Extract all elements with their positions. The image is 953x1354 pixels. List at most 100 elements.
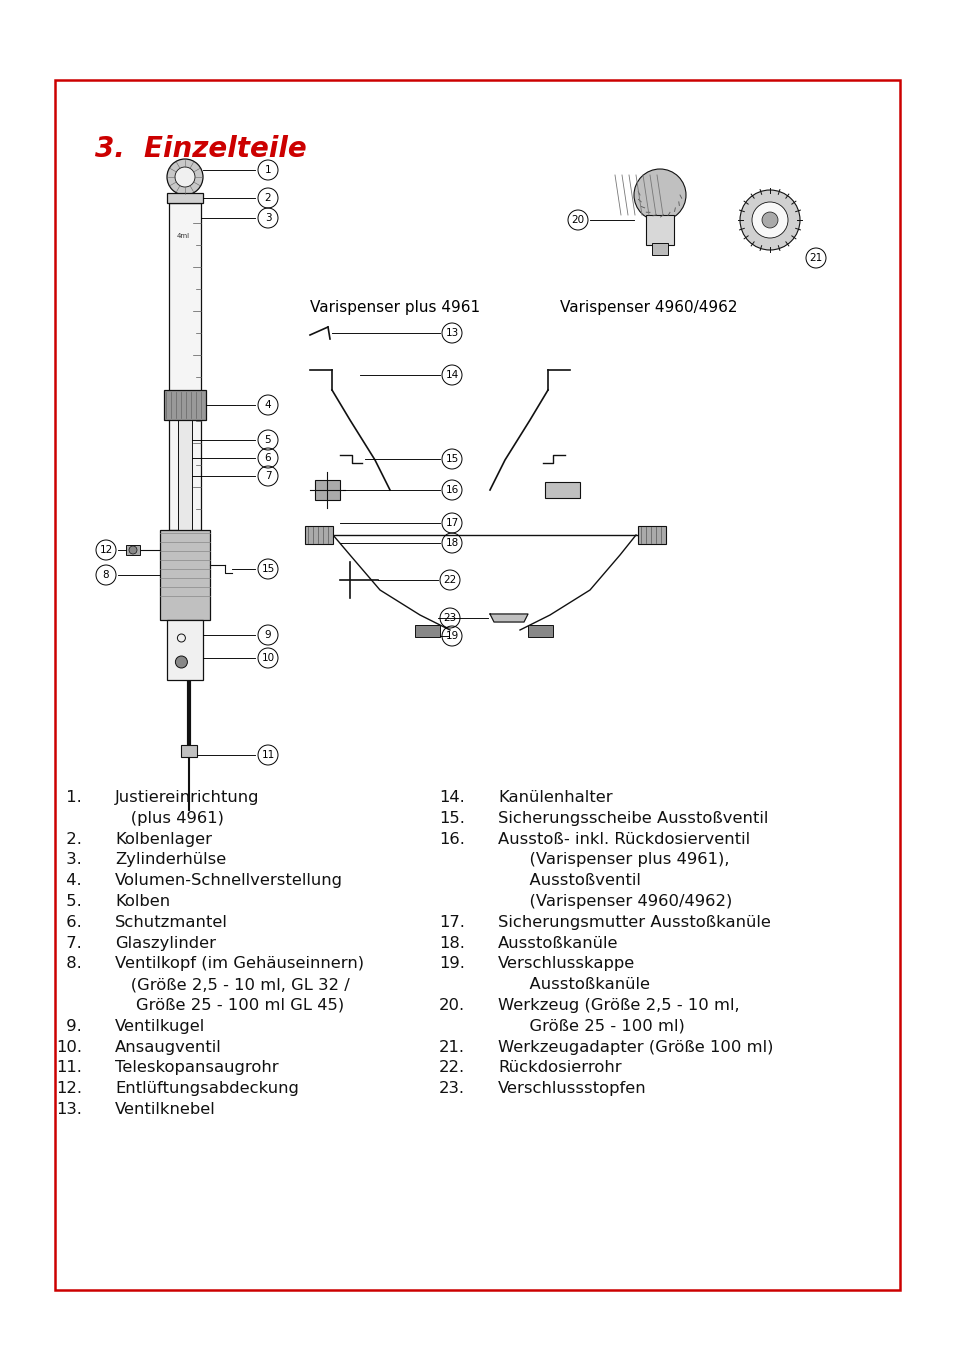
Text: 4: 4 (264, 399, 271, 410)
Text: Sicherungsmutter Ausstoßkanüle: Sicherungsmutter Ausstoßkanüle (497, 915, 770, 930)
Text: Varispenser plus 4961: Varispenser plus 4961 (310, 301, 479, 315)
Text: (Varispenser plus 4961),: (Varispenser plus 4961), (497, 853, 729, 868)
Text: 15: 15 (261, 565, 274, 574)
Text: Entlüftungsabdeckung: Entlüftungsabdeckung (115, 1082, 298, 1097)
Bar (415, 626, 439, 636)
Text: 3: 3 (264, 213, 271, 223)
Text: 13: 13 (445, 328, 458, 338)
Text: 7.: 7. (61, 936, 82, 951)
Text: 14.: 14. (438, 789, 464, 806)
Text: Teleskopansaugrohr: Teleskopansaugrohr (115, 1060, 278, 1075)
Text: 7: 7 (264, 471, 271, 481)
Bar (638, 525, 665, 544)
Text: Verschlussstopfen: Verschlussstopfen (497, 1082, 646, 1097)
Text: 9: 9 (264, 630, 271, 640)
Text: 11.: 11. (56, 1060, 82, 1075)
Text: 10: 10 (261, 653, 274, 663)
Text: (plus 4961): (plus 4961) (115, 811, 224, 826)
Circle shape (740, 190, 800, 250)
Text: 20: 20 (571, 215, 584, 225)
Text: 13.: 13. (56, 1102, 82, 1117)
Text: Ventilkugel: Ventilkugel (115, 1018, 205, 1034)
Text: 6: 6 (264, 454, 271, 463)
Text: 19.: 19. (438, 956, 464, 971)
Text: 1.: 1. (61, 789, 82, 806)
Bar (305, 525, 333, 544)
Text: 16: 16 (445, 485, 458, 496)
Bar (645, 215, 673, 245)
Text: 1: 1 (264, 165, 271, 175)
Text: 18: 18 (445, 538, 458, 548)
Text: 4.: 4. (61, 873, 82, 888)
Polygon shape (490, 613, 527, 621)
Text: 6.: 6. (61, 915, 82, 930)
Text: Schutzmantel: Schutzmantel (115, 915, 228, 930)
Circle shape (175, 655, 187, 668)
Circle shape (129, 546, 137, 554)
Text: 4ml: 4ml (176, 233, 190, 240)
Text: Varispenser 4960/4962: Varispenser 4960/4962 (559, 301, 737, 315)
Text: 11: 11 (261, 750, 274, 760)
Circle shape (167, 158, 203, 195)
Text: Größe 25 - 100 ml): Größe 25 - 100 ml) (497, 1018, 684, 1034)
Text: 12: 12 (99, 546, 112, 555)
Text: Ausstoß- inkl. Rückdosierventil: Ausstoß- inkl. Rückdosierventil (497, 831, 749, 846)
Text: 21.: 21. (438, 1040, 464, 1055)
Text: Justiereinrichtung: Justiereinrichtung (115, 789, 259, 806)
Circle shape (634, 169, 685, 221)
Bar (178, 420, 192, 529)
Text: 12.: 12. (56, 1082, 82, 1097)
Text: 14: 14 (445, 370, 458, 380)
Text: 3.: 3. (61, 853, 82, 868)
Text: 2.: 2. (61, 831, 82, 846)
Text: 5.: 5. (61, 894, 82, 909)
Bar (126, 546, 140, 555)
Bar (167, 620, 203, 680)
Bar (169, 203, 201, 529)
Text: Sicherungsscheibe Ausstoßventil: Sicherungsscheibe Ausstoßventil (497, 811, 767, 826)
Text: 16.: 16. (438, 831, 464, 846)
Bar (164, 390, 206, 420)
Text: Werkzeugadapter (Größe 100 ml): Werkzeugadapter (Größe 100 ml) (497, 1040, 773, 1055)
Bar (55, 80, 899, 1290)
Circle shape (751, 202, 787, 238)
Text: Volumen-Schnellverstellung: Volumen-Schnellverstellung (115, 873, 343, 888)
Text: Werkzeug (Größe 2,5 - 10 ml,: Werkzeug (Größe 2,5 - 10 ml, (497, 998, 739, 1013)
Circle shape (761, 213, 778, 227)
Text: Verschlusskappe: Verschlusskappe (497, 956, 635, 971)
Text: 15.: 15. (438, 811, 464, 826)
Text: Ausstoßkanüle: Ausstoßkanüle (497, 978, 649, 992)
Text: 9.: 9. (61, 1018, 82, 1034)
Text: 2: 2 (264, 194, 271, 203)
Bar (181, 745, 196, 757)
Text: Kolbenlager: Kolbenlager (115, 831, 212, 846)
Text: Ausstoßventil: Ausstoßventil (497, 873, 640, 888)
Text: 15: 15 (445, 454, 458, 464)
Text: 22: 22 (443, 575, 456, 585)
Text: Rückdosierrohr: Rückdosierrohr (497, 1060, 621, 1075)
Text: Ventilknebel: Ventilknebel (115, 1102, 215, 1117)
Text: 5: 5 (264, 435, 271, 445)
Text: Ausstoßkanüle: Ausstoßkanüle (497, 936, 618, 951)
Circle shape (174, 167, 194, 187)
Text: 20.: 20. (438, 998, 464, 1013)
Text: 8.: 8. (61, 956, 82, 971)
Text: 22.: 22. (438, 1060, 464, 1075)
Text: Glaszylinder: Glaszylinder (115, 936, 215, 951)
Text: Ventilkopf (im Gehäuseinnern): Ventilkopf (im Gehäuseinnern) (115, 956, 364, 971)
Text: Zylinderhülse: Zylinderhülse (115, 853, 226, 868)
Bar (167, 194, 203, 203)
Text: 21: 21 (808, 253, 821, 263)
Text: 23: 23 (443, 613, 456, 623)
Text: (Varispenser 4960/4962): (Varispenser 4960/4962) (497, 894, 732, 909)
Text: 17.: 17. (438, 915, 464, 930)
Text: 17: 17 (445, 519, 458, 528)
Text: 23.: 23. (438, 1082, 464, 1097)
Text: Kanülenhalter: Kanülenhalter (497, 789, 612, 806)
Text: Ansaugventil: Ansaugventil (115, 1040, 221, 1055)
Text: 19: 19 (445, 631, 458, 640)
Text: 8: 8 (103, 570, 110, 580)
Bar (651, 242, 667, 255)
Text: Größe 25 - 100 ml GL 45): Größe 25 - 100 ml GL 45) (115, 998, 344, 1013)
Bar (527, 626, 553, 636)
